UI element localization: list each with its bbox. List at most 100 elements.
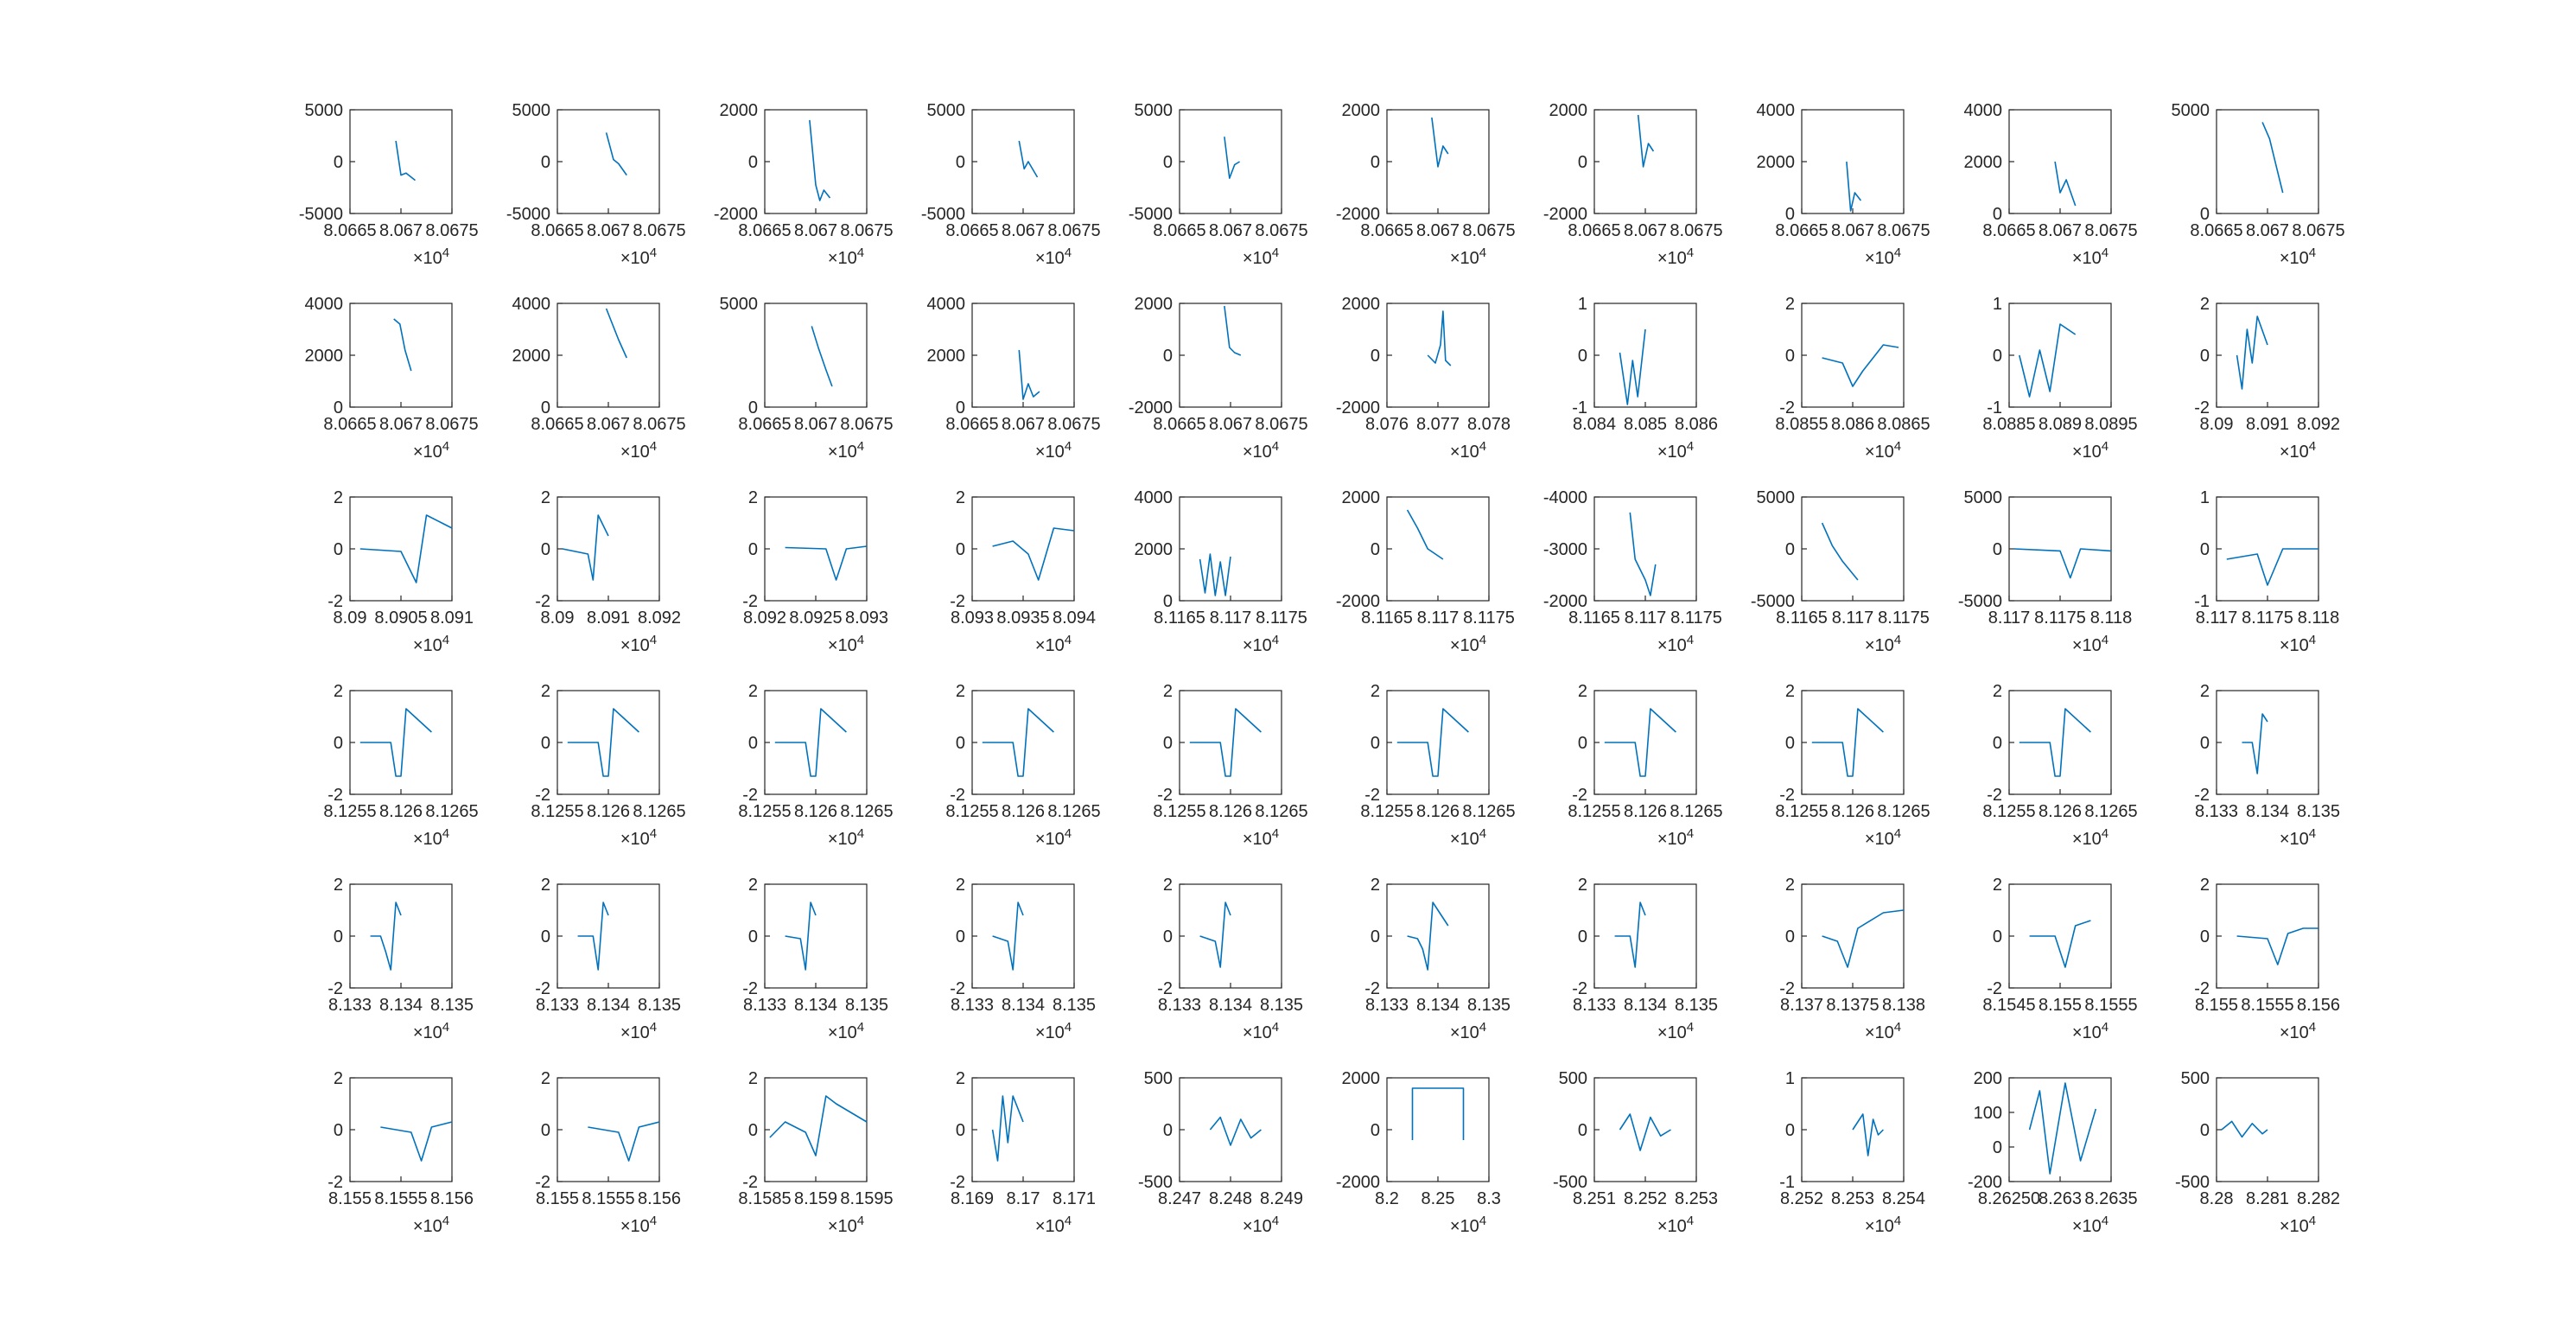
x-tick-label: 8.1265	[425, 802, 478, 821]
y-tick-label: 2	[541, 876, 550, 895]
y-tick-label: 200	[1974, 1069, 2002, 1088]
data-series-line	[2221, 1120, 2268, 1138]
y-tick-label: -2	[2194, 786, 2210, 805]
x-tick-label: 8.0855	[1775, 415, 1828, 434]
x-tick-label: 8.0675	[1670, 221, 1722, 240]
x-tick-label: 8.254	[1882, 1189, 1925, 1208]
data-series-line	[395, 140, 416, 182]
x-exponent-label: ×104	[2072, 1214, 2109, 1236]
data-series-line	[2236, 927, 2318, 965]
x-exponent-label: ×104	[2072, 439, 2109, 462]
data-series-line	[588, 1121, 660, 1162]
x-exponent-label: ×104	[413, 826, 449, 849]
y-tick-label: -2	[1364, 786, 1380, 805]
x-tick-label: 8.076	[1365, 415, 1409, 434]
x-tick-label: 8.1585	[738, 1189, 791, 1208]
y-tick-label: 5000	[1757, 488, 1796, 507]
data-series-line	[1396, 708, 1469, 777]
y-tick-label: 0	[1371, 540, 1380, 559]
y-tick-label: -2000	[1336, 398, 1380, 417]
y-tick-label: 2	[334, 1069, 343, 1088]
data-series-line	[2054, 161, 2077, 207]
y-tick-label: 2000	[1342, 295, 1381, 314]
axes-box	[1801, 883, 1905, 989]
x-exponent-label: ×104	[1657, 439, 1694, 462]
y-tick-label: 0	[541, 1121, 550, 1140]
y-tick-label: 5000	[1135, 101, 1174, 120]
subplot-48: 8.137 8.1375 8.138 -2 0 2 ×104	[1779, 876, 1925, 1042]
x-exponent-label: ×104	[1450, 245, 1486, 268]
y-tick-label: -2000	[1336, 592, 1380, 611]
x-tick-label: 8.133	[743, 996, 786, 1015]
subplot-57: 8.251 8.252 8.253 -500 0 500 ×104	[1553, 1069, 1718, 1236]
x-tick-label: 8.0675	[2292, 221, 2344, 240]
y-tick-label: 5000	[927, 101, 966, 120]
x-tick-label: 8.134	[1416, 996, 1460, 1015]
x-tick-label: 8.1555	[374, 1189, 427, 1208]
x-tick-label: 8.092	[638, 608, 681, 628]
y-tick-label: 4000	[1757, 101, 1796, 120]
x-tick-label: 8.1255	[1360, 802, 1413, 821]
x-tick-label: 8.067	[379, 415, 423, 434]
axes-box	[1179, 1077, 1282, 1182]
x-exponent-label: ×104	[1865, 1214, 1901, 1236]
y-tick-label: -2000	[1543, 205, 1587, 224]
subplot-47: 8.133 8.134 8.135 -2 0 2 ×104	[1572, 876, 1718, 1042]
x-tick-label: 8.135	[1467, 996, 1511, 1015]
axes-box	[1386, 883, 1490, 989]
x-tick-label: 8.0675	[425, 415, 478, 434]
x-tick-label: 8.126	[1624, 802, 1667, 821]
data-series-line	[2029, 920, 2091, 968]
x-tick-label: 8.0665	[945, 415, 998, 434]
x-exponent-label: ×104	[620, 826, 657, 849]
data-series-line	[2028, 1082, 2097, 1175]
data-series-line	[380, 1121, 453, 1162]
y-tick-label: 2000	[1342, 488, 1381, 507]
x-exponent-label: ×104	[1450, 1214, 1486, 1236]
x-exponent-label: ×104	[1243, 633, 1279, 655]
y-tick-label: 0	[1993, 734, 2002, 753]
x-tick-label: 8.156	[430, 1189, 474, 1208]
x-tick-label: 8.249	[1260, 1189, 1303, 1208]
x-tick-label: 8.1555	[2084, 996, 2137, 1015]
x-tick-label: 8.159	[794, 1189, 837, 1208]
subplot-33: 8.1255 8.126 8.1265 -2 0 2 ×104	[738, 682, 893, 849]
subplot-6: 8.0665 8.067 8.0675 -2000 0 2000 ×104	[1336, 101, 1516, 268]
x-tick-label: 8.067	[2246, 221, 2289, 240]
y-tick-label: 4000	[512, 295, 551, 314]
x-tick-label: 8.084	[1573, 415, 1616, 434]
axes-box	[557, 109, 660, 214]
data-series-line	[774, 708, 847, 777]
y-tick-label: 500	[1144, 1069, 1173, 1088]
axes-box	[2216, 303, 2319, 408]
x-tick-label: 8.093	[951, 608, 994, 628]
x-tick-label: 8.282	[2297, 1189, 2340, 1208]
y-tick-label: 0	[956, 398, 965, 417]
x-tick-label: 8.067	[587, 221, 630, 240]
x-exponent-label: ×104	[413, 245, 449, 268]
data-series-line	[370, 902, 402, 971]
x-tick-label: 8.0905	[374, 608, 427, 628]
y-tick-label: -2	[1987, 786, 2002, 805]
axes-box	[2008, 303, 2112, 408]
y-tick-label: -2	[950, 592, 965, 611]
x-tick-label: 8.135	[1260, 996, 1303, 1015]
x-tick-label: 8.086	[1831, 415, 1874, 434]
x-exponent-label: ×104	[620, 439, 657, 462]
x-exponent-label: ×104	[2280, 633, 2316, 655]
axes-box	[557, 883, 660, 989]
y-tick-label: 0	[956, 153, 965, 172]
data-series-line	[2019, 323, 2077, 398]
x-tick-label: 8.0665	[2190, 221, 2242, 240]
x-tick-label: 8.094	[1053, 608, 1096, 628]
x-tick-label: 8.067	[794, 415, 837, 434]
subplot-50: 8.155 8.1555 8.156 -2 0 2 ×104	[2194, 876, 2340, 1042]
y-tick-label: 500	[2181, 1069, 2210, 1088]
y-tick-label: 0	[1993, 205, 2002, 224]
data-series-line	[785, 902, 817, 971]
subplot-5: 8.0665 8.067 8.0675 -5000 0 5000 ×104	[1129, 101, 1308, 268]
y-tick-label: 2	[1993, 682, 2002, 701]
data-series-line	[992, 527, 1075, 581]
axes-box	[1801, 303, 1905, 408]
